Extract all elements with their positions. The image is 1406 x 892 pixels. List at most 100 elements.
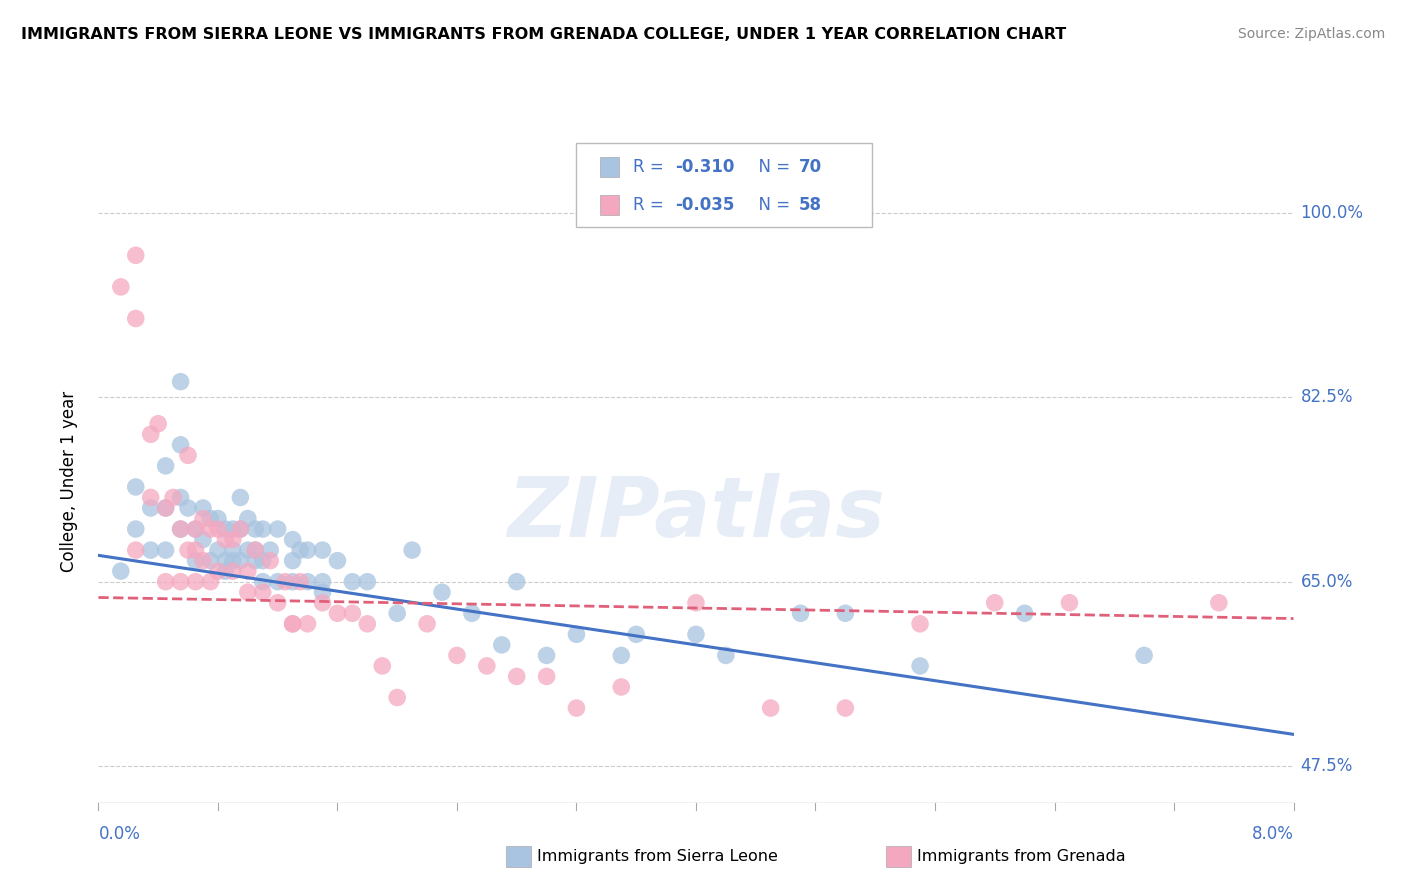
Point — [162, 491, 184, 505]
Point — [222, 554, 245, 568]
Text: R =: R = — [633, 196, 669, 214]
Point — [685, 627, 707, 641]
Point — [1014, 607, 1036, 621]
Text: 65.0%: 65.0% — [1301, 573, 1353, 591]
Point — [155, 501, 177, 516]
Point — [1208, 596, 1230, 610]
Point — [506, 669, 529, 683]
Point — [200, 554, 222, 568]
Point — [371, 659, 394, 673]
Point — [281, 554, 304, 568]
Point — [624, 627, 647, 641]
Point — [236, 511, 259, 525]
Point — [236, 585, 259, 599]
Point — [610, 648, 633, 663]
Point — [1133, 648, 1156, 663]
Point — [252, 585, 274, 599]
Point — [789, 607, 811, 621]
Text: 70: 70 — [799, 158, 823, 176]
Point — [536, 669, 558, 683]
Point — [342, 574, 364, 589]
Point — [385, 607, 409, 621]
Point — [245, 543, 267, 558]
Point — [685, 596, 707, 610]
Point — [110, 280, 132, 294]
Point — [214, 554, 236, 568]
Point — [267, 596, 290, 610]
Point — [401, 543, 423, 558]
Point — [536, 648, 558, 663]
Point — [125, 248, 148, 262]
Point — [311, 596, 333, 610]
Point — [139, 543, 162, 558]
Text: 47.5%: 47.5% — [1301, 757, 1353, 775]
Point — [184, 574, 207, 589]
Point — [169, 522, 191, 536]
Point — [214, 564, 236, 578]
Point — [125, 480, 148, 494]
Point — [229, 554, 252, 568]
Point — [267, 574, 290, 589]
Point — [214, 533, 236, 547]
Point — [177, 543, 200, 558]
Point — [222, 543, 245, 558]
Point — [184, 554, 207, 568]
Point — [281, 616, 304, 631]
Point — [245, 522, 267, 536]
Point — [610, 680, 633, 694]
Point — [236, 564, 259, 578]
Point — [177, 501, 200, 516]
Point — [139, 427, 162, 442]
Point — [191, 511, 214, 525]
Text: IMMIGRANTS FROM SIERRA LEONE VS IMMIGRANTS FROM GRENADA COLLEGE, UNDER 1 YEAR CO: IMMIGRANTS FROM SIERRA LEONE VS IMMIGRAN… — [21, 27, 1066, 42]
Point — [565, 701, 588, 715]
Text: Immigrants from Grenada: Immigrants from Grenada — [917, 849, 1125, 863]
Point — [245, 543, 267, 558]
Point — [281, 616, 304, 631]
Point — [252, 522, 274, 536]
Point — [416, 616, 439, 631]
Point — [311, 574, 333, 589]
Point — [259, 554, 281, 568]
Point — [311, 543, 333, 558]
Point — [200, 522, 222, 536]
Point — [356, 616, 378, 631]
Point — [446, 648, 468, 663]
Point — [229, 522, 252, 536]
Point — [385, 690, 409, 705]
Point — [326, 554, 349, 568]
Point — [834, 607, 856, 621]
Point — [908, 659, 931, 673]
Point — [288, 574, 311, 589]
Point — [110, 564, 132, 578]
Point — [565, 627, 588, 641]
Point — [155, 543, 177, 558]
Text: R =: R = — [633, 158, 669, 176]
Point — [430, 585, 453, 599]
Point — [155, 458, 177, 473]
Point — [214, 522, 236, 536]
Text: 58: 58 — [799, 196, 823, 214]
Text: 82.5%: 82.5% — [1301, 388, 1353, 407]
Point — [207, 511, 229, 525]
Text: 0.0%: 0.0% — [98, 825, 141, 843]
Point — [191, 533, 214, 547]
Point — [834, 701, 856, 715]
Point — [288, 543, 311, 558]
Point — [229, 522, 252, 536]
Text: Source: ZipAtlas.com: Source: ZipAtlas.com — [1237, 27, 1385, 41]
Point — [297, 574, 319, 589]
Point — [169, 522, 191, 536]
Point — [207, 543, 229, 558]
Point — [191, 501, 214, 516]
Point — [342, 607, 364, 621]
Point — [252, 554, 274, 568]
Point — [207, 564, 229, 578]
Point — [169, 375, 191, 389]
Point — [274, 574, 297, 589]
Point — [155, 501, 177, 516]
Point — [125, 543, 148, 558]
Point — [491, 638, 513, 652]
Point — [252, 574, 274, 589]
Point — [311, 585, 333, 599]
